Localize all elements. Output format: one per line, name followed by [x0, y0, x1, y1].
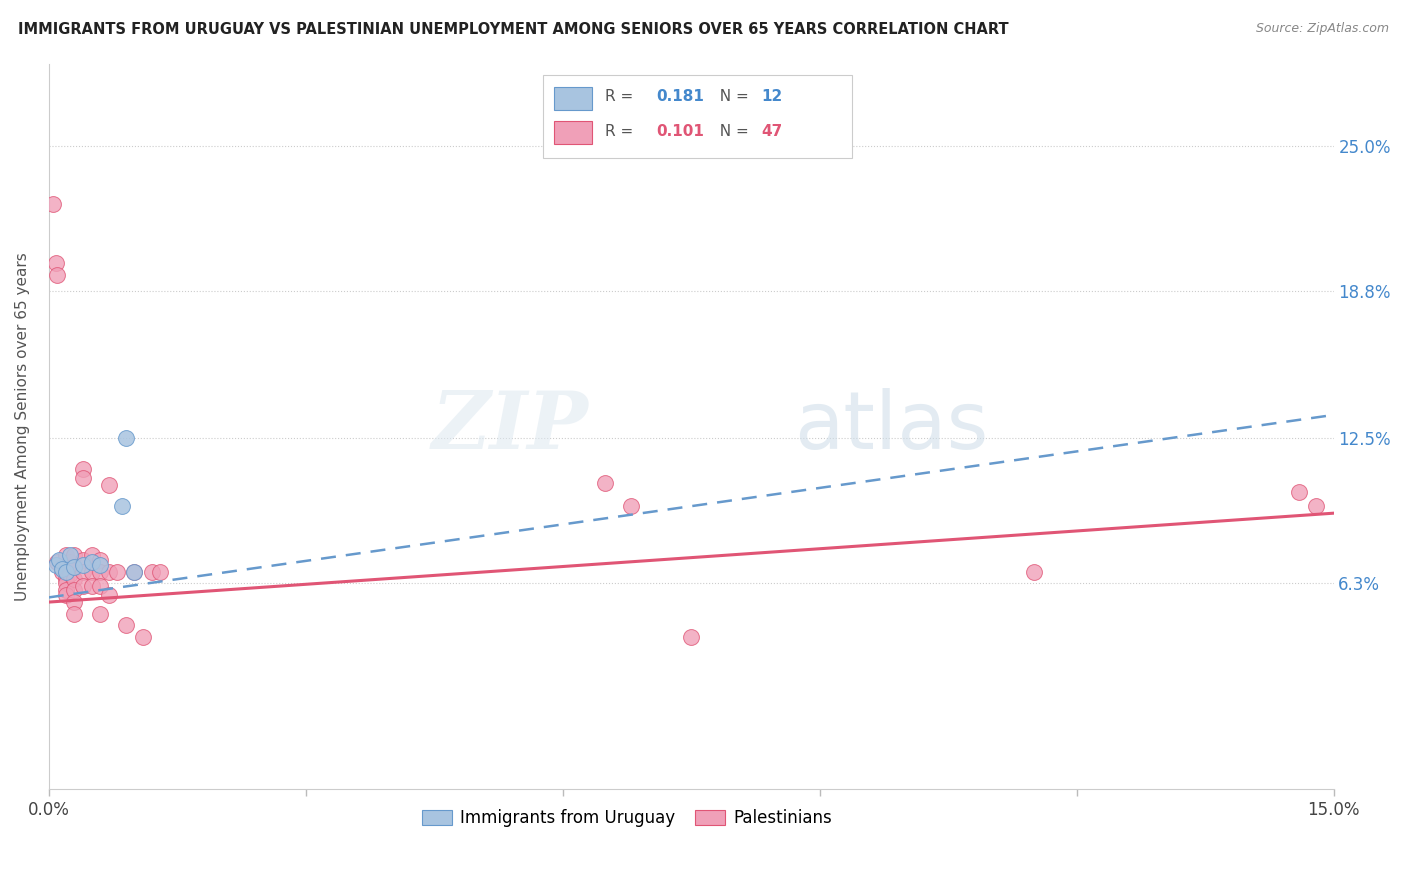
- Point: [46, 555, 69, 569]
- Point: [114, 618, 136, 632]
- Point: [55, 576, 77, 591]
- Point: [63, 595, 86, 609]
- Text: N =: N =: [710, 124, 754, 139]
- Point: [72, 565, 94, 579]
- Point: [72, 471, 94, 485]
- FancyBboxPatch shape: [554, 87, 592, 110]
- Point: [63, 560, 86, 574]
- Point: [55, 549, 77, 563]
- Point: [55, 572, 77, 586]
- Text: N =: N =: [710, 89, 754, 104]
- Point: [681, 630, 703, 644]
- Point: [141, 565, 163, 579]
- Point: [55, 565, 77, 579]
- FancyBboxPatch shape: [554, 120, 592, 144]
- Point: [72, 553, 94, 567]
- Point: [42, 197, 65, 211]
- Point: [97, 588, 120, 602]
- Point: [51, 562, 73, 576]
- Point: [89, 565, 111, 579]
- Point: [80, 565, 103, 579]
- Point: [110, 499, 132, 513]
- Point: [45, 256, 67, 270]
- Text: Source: ZipAtlas.com: Source: ZipAtlas.com: [1256, 22, 1389, 36]
- Y-axis label: Unemployment Among Seniors over 65 years: Unemployment Among Seniors over 65 years: [15, 252, 30, 601]
- Point: [45, 558, 67, 572]
- Text: ZIP: ZIP: [432, 388, 588, 466]
- Point: [89, 579, 111, 593]
- Point: [124, 565, 146, 579]
- Point: [97, 565, 120, 579]
- Point: [48, 553, 70, 567]
- Text: 0.181: 0.181: [657, 89, 704, 104]
- Point: [59, 555, 82, 569]
- Point: [80, 549, 103, 563]
- Point: [114, 431, 136, 445]
- Point: [124, 565, 146, 579]
- Point: [132, 630, 155, 644]
- Text: R =: R =: [605, 124, 638, 139]
- Point: [105, 565, 128, 579]
- Point: [72, 579, 94, 593]
- Point: [51, 560, 73, 574]
- Point: [72, 558, 94, 572]
- Point: [51, 565, 73, 579]
- Text: IMMIGRANTS FROM URUGUAY VS PALESTINIAN UNEMPLOYMENT AMONG SENIORS OVER 65 YEARS : IMMIGRANTS FROM URUGUAY VS PALESTINIAN U…: [18, 22, 1010, 37]
- Point: [89, 607, 111, 621]
- Point: [97, 478, 120, 492]
- Point: [63, 560, 86, 574]
- Point: [80, 579, 103, 593]
- Point: [55, 565, 77, 579]
- Legend: Immigrants from Uruguay, Palestinians: Immigrants from Uruguay, Palestinians: [413, 801, 841, 835]
- Point: [72, 462, 94, 476]
- Point: [1288, 485, 1310, 500]
- Point: [46, 268, 69, 282]
- Point: [595, 475, 617, 490]
- Point: [63, 572, 86, 586]
- Text: 12: 12: [762, 89, 783, 104]
- Text: atlas: atlas: [794, 388, 988, 466]
- Point: [55, 588, 77, 602]
- Point: [55, 583, 77, 598]
- FancyBboxPatch shape: [543, 75, 852, 159]
- Point: [63, 607, 86, 621]
- Text: 0.101: 0.101: [657, 124, 704, 139]
- Point: [149, 565, 172, 579]
- Point: [59, 567, 82, 582]
- Point: [89, 553, 111, 567]
- Point: [620, 499, 643, 513]
- Point: [63, 583, 86, 598]
- Point: [1305, 499, 1327, 513]
- Point: [1022, 565, 1045, 579]
- Point: [89, 558, 111, 572]
- Point: [59, 549, 82, 563]
- Text: 47: 47: [762, 124, 783, 139]
- Point: [80, 555, 103, 569]
- Text: R =: R =: [605, 89, 638, 104]
- Point: [63, 549, 86, 563]
